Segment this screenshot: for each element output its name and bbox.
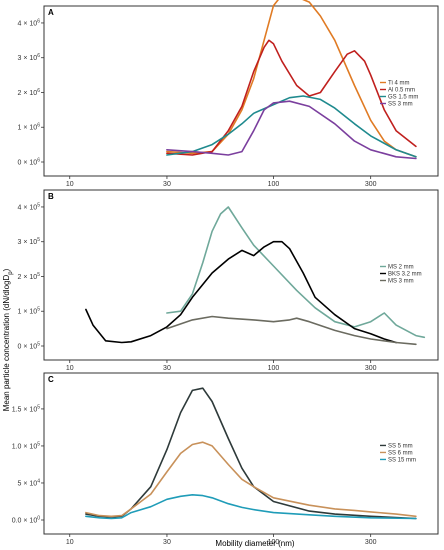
series-line-4 — [166, 100, 417, 160]
legend-label: SS 6 mm — [388, 450, 413, 456]
panel-b: B 10 30 100 300 0 × 105 1 × 105 2 × 105 3 × 105 4… — [18, 189, 439, 372]
series-line-2 — [166, 39, 417, 156]
series-line-2 — [85, 240, 397, 344]
panel-title: A — [48, 8, 54, 17]
panel-frame — [43, 5, 439, 177]
legend-label: SS 15 mm — [388, 457, 416, 463]
y-tick-label: 0 × 106 — [18, 158, 41, 167]
panel-title: B — [48, 192, 54, 201]
x-tick-label: 300 — [365, 365, 377, 372]
series-line-2 — [85, 441, 417, 518]
x-tick-label: 10 — [66, 365, 74, 372]
series-line-3 — [85, 494, 417, 520]
y-tick-label: 2 × 105 — [18, 272, 41, 281]
panel-c: C 10 30 100 300 0.0 × 100 5 × 104 1.0 × 105 1.5 … — [12, 372, 439, 546]
y-tick-label: 1 × 106 — [18, 123, 41, 132]
x-tick-label: 30 — [163, 181, 171, 188]
x-axis-label: Mobility diameter (nm) — [215, 539, 294, 548]
y-tick-label: 0.0 × 100 — [12, 516, 41, 525]
y-tick-label: 1.5 × 105 — [12, 404, 41, 413]
y-tick-label: 1 × 105 — [18, 307, 41, 316]
panel-frame — [43, 372, 439, 535]
y-tick-label: 5 × 104 — [18, 478, 41, 487]
x-tick-label: 300 — [365, 539, 377, 546]
panel-title: C — [48, 375, 54, 384]
panel-frame — [43, 189, 439, 361]
legend-label: MS 2 mm — [388, 265, 414, 271]
series-line-1 — [166, 0, 417, 158]
y-tick-label: 3 × 106 — [18, 53, 41, 62]
x-tick-label: 100 — [268, 539, 280, 546]
legend-label: MS 3 mm — [388, 279, 414, 285]
panel-a: A 10 30 100 300 0 × 106 1 × 106 2 × 106 3 × 106 4… — [18, 0, 439, 188]
x-tick-label: 10 — [66, 181, 74, 188]
legend-label: Al 0.5 mm — [388, 88, 415, 94]
y-tick-label: 4 × 105 — [18, 202, 41, 211]
y-tick-label: 0 × 105 — [18, 342, 41, 351]
y-axis-label: Mean particle concentration (dN/dlogDp) — [2, 268, 14, 411]
legend-label: SS 3 mm — [388, 102, 413, 108]
x-tick-label: 100 — [268, 365, 280, 372]
y-tick-label: 4 × 106 — [18, 18, 41, 27]
x-tick-label: 30 — [163, 365, 171, 372]
legend-label: GS 1.5 mm — [388, 95, 418, 101]
series-line-1 — [166, 206, 426, 339]
x-tick-label: 100 — [268, 181, 280, 188]
y-tick-label: 2 × 106 — [18, 88, 41, 97]
x-tick-label: 10 — [66, 539, 74, 546]
y-tick-label: 1.0 × 105 — [12, 441, 41, 450]
x-tick-label: 30 — [163, 539, 171, 546]
series-line-3 — [166, 95, 417, 158]
legend-label: SS 5 mm — [388, 443, 413, 449]
legend-label: BKS 3.2 mm — [388, 272, 422, 278]
series-line-3 — [166, 315, 417, 346]
x-tick-label: 300 — [365, 181, 377, 188]
y-tick-label: 3 × 105 — [18, 237, 41, 246]
legend-label: Ti 4 mm — [388, 81, 409, 87]
